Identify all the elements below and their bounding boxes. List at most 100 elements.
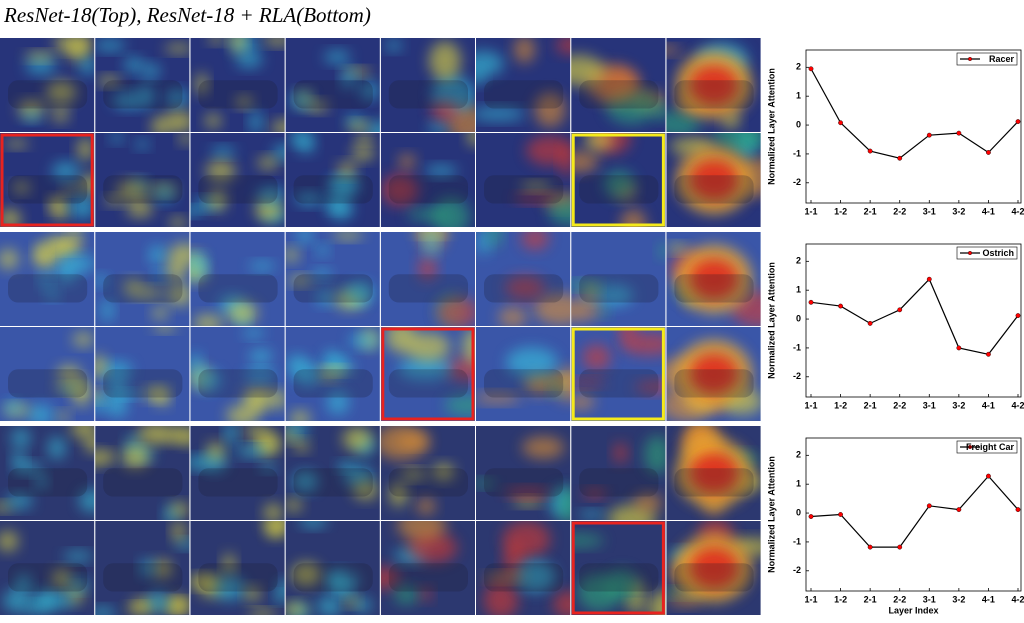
object-silhouette (293, 563, 373, 592)
data-point (926, 503, 932, 509)
heat-blob (256, 187, 285, 203)
heat-blob (249, 110, 263, 132)
heat-blob (634, 380, 666, 394)
heat-blob (70, 426, 95, 438)
heat-blob (394, 585, 419, 605)
heat-blob (105, 195, 121, 206)
heat-blob (571, 378, 607, 388)
heat-blob (341, 68, 356, 89)
heatmap-tile (666, 426, 761, 520)
heat-blob (0, 248, 19, 270)
object-silhouette (103, 274, 183, 303)
heat-blob (666, 109, 700, 132)
data-point (838, 512, 843, 517)
heatmap-tile (380, 521, 475, 615)
data-point (838, 120, 843, 126)
object-silhouette (579, 563, 659, 592)
object-silhouette (8, 468, 88, 497)
heat-blob (505, 347, 558, 378)
heat-blob (53, 241, 84, 253)
heat-blob (428, 120, 449, 132)
heat-blob (126, 200, 154, 218)
heat-blob (690, 453, 738, 493)
heatmap-tile (190, 327, 285, 421)
highlight-box (571, 327, 665, 421)
heat-blob (190, 575, 216, 589)
object-silhouette (8, 369, 88, 398)
heatmap-tile (380, 232, 475, 326)
heat-blob (84, 435, 95, 453)
heatmap-tile (285, 521, 380, 615)
heat-blob (204, 113, 222, 128)
heat-blob (648, 590, 666, 615)
heatmap-tile (666, 232, 761, 326)
heat-blob (243, 386, 272, 407)
x-tick-label: 4-2 (1011, 400, 1024, 410)
series-line (810, 68, 1019, 159)
heat-blob (100, 361, 133, 379)
heat-blob (142, 387, 168, 401)
heatmap-tile (571, 521, 666, 615)
heat-blob (27, 404, 54, 421)
heat-blob (3, 589, 30, 612)
y-tick-label: 2 (796, 450, 801, 460)
heat-blob (690, 548, 738, 588)
heat-blob (571, 151, 599, 173)
heat-blob (167, 284, 190, 306)
heat-blob (502, 521, 551, 558)
y-tick-label: -2 (793, 177, 801, 187)
heat-blob (351, 144, 375, 161)
heat-blob (476, 107, 526, 121)
data-point (897, 307, 903, 313)
highlight-box (381, 327, 475, 421)
heatmap-tile (476, 426, 571, 520)
heat-blob (149, 245, 166, 265)
x-tick-label: 3-1 (923, 594, 936, 604)
heat-blob (195, 263, 208, 277)
heat-blob (285, 498, 303, 512)
heat-blob (555, 38, 571, 55)
data-point (867, 544, 873, 550)
heatmap-tile (380, 327, 475, 421)
data-point (897, 544, 903, 550)
heat-blob (658, 243, 666, 259)
heatmap-tile (95, 232, 190, 326)
object-silhouette (8, 175, 88, 204)
x-tick-label: 3-1 (923, 206, 936, 216)
y-tick-label: 1 (796, 479, 801, 489)
heat-blob (477, 232, 491, 255)
heat-blob (316, 244, 329, 257)
object-silhouette (8, 274, 88, 303)
object-silhouette (388, 274, 468, 303)
heat-blob (356, 133, 373, 143)
heatmap-tile (476, 327, 571, 421)
heat-blob (533, 293, 571, 325)
heat-blob (95, 397, 110, 412)
heat-blob (425, 165, 458, 177)
object-silhouette (8, 563, 88, 592)
heat-blob (249, 261, 276, 271)
heat-blob (124, 57, 144, 73)
heat-blob (0, 208, 21, 227)
object-silhouette (674, 369, 754, 398)
heat-blob (190, 352, 203, 376)
object-silhouette (293, 468, 373, 497)
heat-blob (168, 243, 190, 266)
heat-blob (207, 442, 224, 461)
object-silhouette (293, 80, 373, 109)
heat-blob (504, 487, 551, 498)
y-tick-label: 0 (796, 507, 801, 517)
heat-blob (293, 440, 310, 452)
heat-blob (16, 574, 32, 594)
heatmap-tile (95, 426, 190, 520)
heat-blob (154, 185, 175, 203)
x-tick-label: 4-1 (982, 206, 995, 216)
heat-blob (263, 503, 283, 520)
heatmap-tile (476, 232, 571, 326)
heat-blob (176, 428, 190, 446)
heat-blob (152, 306, 168, 320)
heat-blob (11, 428, 31, 448)
y-tick-label: 1 (796, 285, 801, 295)
heat-blob (78, 489, 95, 513)
heat-blob (571, 54, 605, 86)
